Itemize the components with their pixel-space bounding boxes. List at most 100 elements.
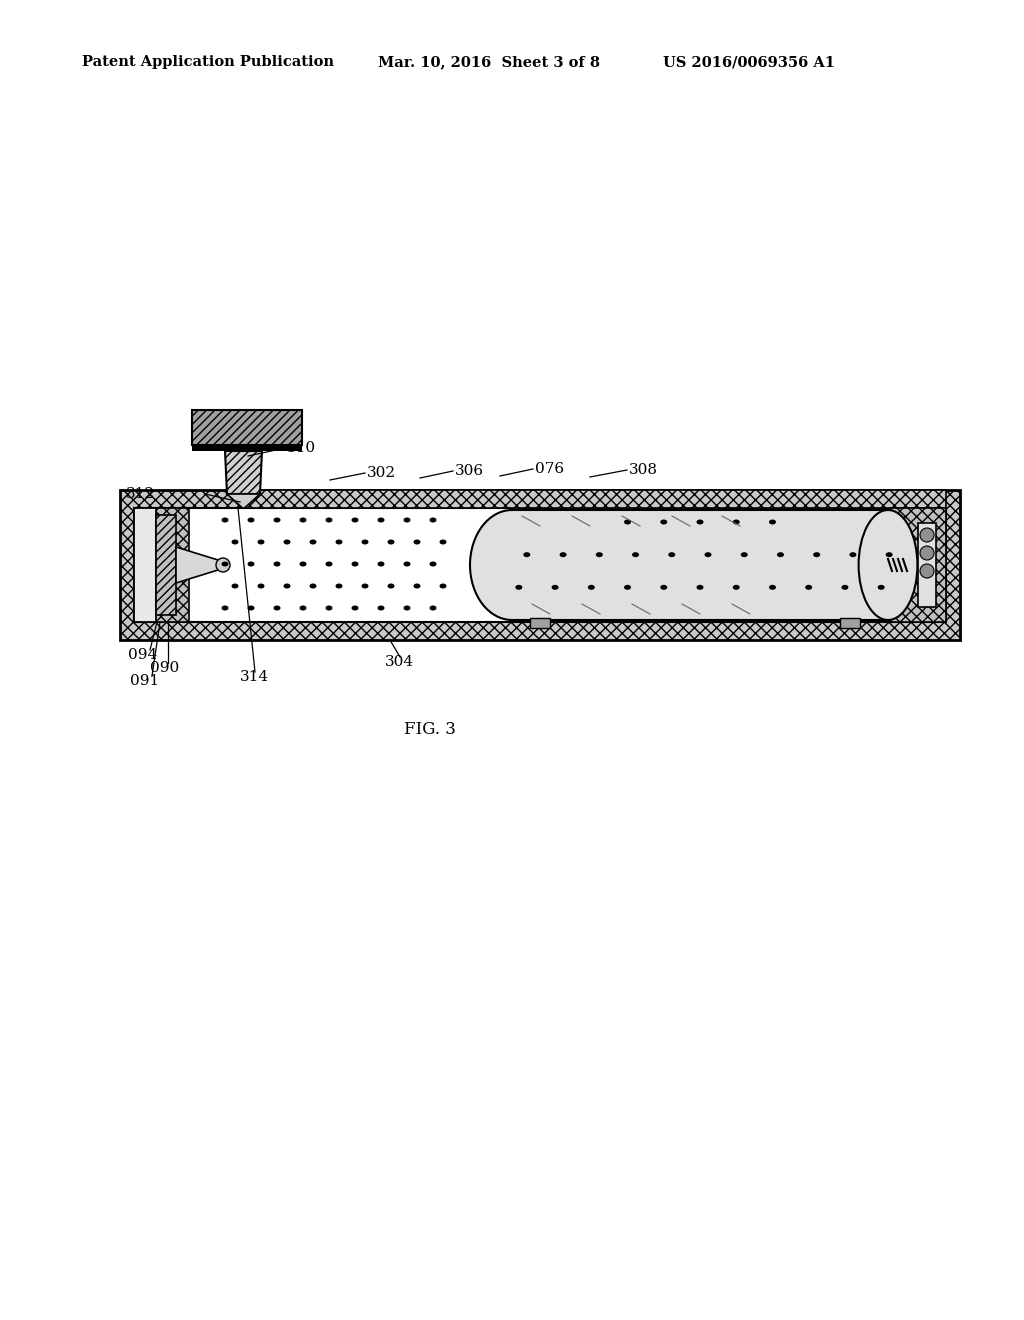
Ellipse shape: [669, 552, 675, 557]
Ellipse shape: [813, 552, 820, 557]
Ellipse shape: [351, 517, 358, 523]
Ellipse shape: [326, 561, 333, 566]
Bar: [840, 618, 860, 628]
Ellipse shape: [336, 583, 342, 589]
Ellipse shape: [403, 606, 411, 610]
Bar: [134, 508, 156, 622]
Bar: [193, 411, 302, 445]
Ellipse shape: [515, 585, 522, 590]
Ellipse shape: [257, 540, 264, 544]
Text: 314: 314: [240, 671, 269, 684]
Polygon shape: [176, 546, 218, 583]
Ellipse shape: [733, 520, 739, 524]
Ellipse shape: [632, 552, 639, 557]
Ellipse shape: [696, 585, 703, 590]
Ellipse shape: [523, 552, 530, 557]
Ellipse shape: [309, 583, 316, 589]
Ellipse shape: [588, 585, 595, 590]
Ellipse shape: [439, 583, 446, 589]
Text: 302: 302: [367, 466, 396, 480]
Ellipse shape: [552, 585, 558, 590]
Ellipse shape: [299, 517, 306, 523]
Ellipse shape: [886, 552, 893, 557]
Ellipse shape: [769, 520, 776, 524]
Text: 310: 310: [287, 441, 316, 455]
Text: Patent Application Publication: Patent Application Publication: [82, 55, 334, 69]
Ellipse shape: [221, 606, 228, 610]
Ellipse shape: [858, 510, 918, 620]
Ellipse shape: [299, 561, 306, 566]
Ellipse shape: [273, 517, 281, 523]
Text: 308: 308: [629, 463, 658, 477]
Ellipse shape: [387, 583, 394, 589]
Ellipse shape: [309, 540, 316, 544]
Ellipse shape: [429, 517, 436, 523]
Ellipse shape: [221, 561, 228, 566]
Ellipse shape: [326, 606, 333, 610]
Ellipse shape: [596, 552, 603, 557]
Ellipse shape: [231, 583, 239, 589]
Ellipse shape: [660, 585, 668, 590]
Ellipse shape: [351, 561, 358, 566]
Ellipse shape: [878, 585, 885, 590]
Text: 306: 306: [455, 465, 484, 478]
Ellipse shape: [351, 606, 358, 610]
Polygon shape: [225, 451, 262, 494]
Bar: [134, 508, 189, 622]
Ellipse shape: [273, 561, 281, 566]
Ellipse shape: [299, 606, 306, 610]
Bar: [891, 508, 946, 622]
Ellipse shape: [470, 510, 554, 620]
Bar: [242, 490, 946, 508]
Ellipse shape: [660, 520, 668, 524]
Ellipse shape: [414, 540, 421, 544]
Bar: [193, 445, 302, 451]
Bar: [134, 508, 946, 622]
Ellipse shape: [216, 558, 230, 572]
Ellipse shape: [920, 546, 934, 560]
Ellipse shape: [696, 520, 703, 524]
Text: 094: 094: [128, 648, 158, 663]
Ellipse shape: [920, 564, 934, 578]
Text: 090: 090: [150, 661, 179, 675]
Text: 312: 312: [126, 487, 155, 502]
Bar: [156, 515, 176, 615]
Bar: [530, 618, 550, 628]
Ellipse shape: [777, 552, 784, 557]
Ellipse shape: [624, 520, 631, 524]
Ellipse shape: [248, 606, 255, 610]
Ellipse shape: [403, 517, 411, 523]
Ellipse shape: [326, 517, 333, 523]
Ellipse shape: [439, 540, 446, 544]
Ellipse shape: [559, 552, 566, 557]
Ellipse shape: [257, 583, 264, 589]
Ellipse shape: [705, 552, 712, 557]
Ellipse shape: [231, 540, 239, 544]
Ellipse shape: [284, 540, 291, 544]
Ellipse shape: [378, 561, 384, 566]
Ellipse shape: [805, 585, 812, 590]
Bar: [120, 490, 961, 640]
Ellipse shape: [850, 552, 856, 557]
Text: US 2016/0069356 A1: US 2016/0069356 A1: [663, 55, 835, 69]
Text: 076: 076: [535, 462, 564, 477]
Text: FIG. 3: FIG. 3: [404, 722, 456, 738]
Ellipse shape: [378, 517, 384, 523]
Ellipse shape: [361, 540, 369, 544]
Polygon shape: [227, 494, 260, 508]
Ellipse shape: [336, 540, 342, 544]
Ellipse shape: [733, 585, 739, 590]
Ellipse shape: [769, 585, 776, 590]
Ellipse shape: [920, 528, 934, 543]
Ellipse shape: [414, 583, 421, 589]
Ellipse shape: [221, 517, 228, 523]
Ellipse shape: [842, 585, 849, 590]
Ellipse shape: [387, 540, 394, 544]
Text: 091: 091: [130, 675, 160, 688]
Ellipse shape: [248, 517, 255, 523]
FancyBboxPatch shape: [512, 510, 888, 620]
Ellipse shape: [378, 606, 384, 610]
Ellipse shape: [273, 606, 281, 610]
Bar: [512, 510, 888, 620]
Ellipse shape: [361, 583, 369, 589]
